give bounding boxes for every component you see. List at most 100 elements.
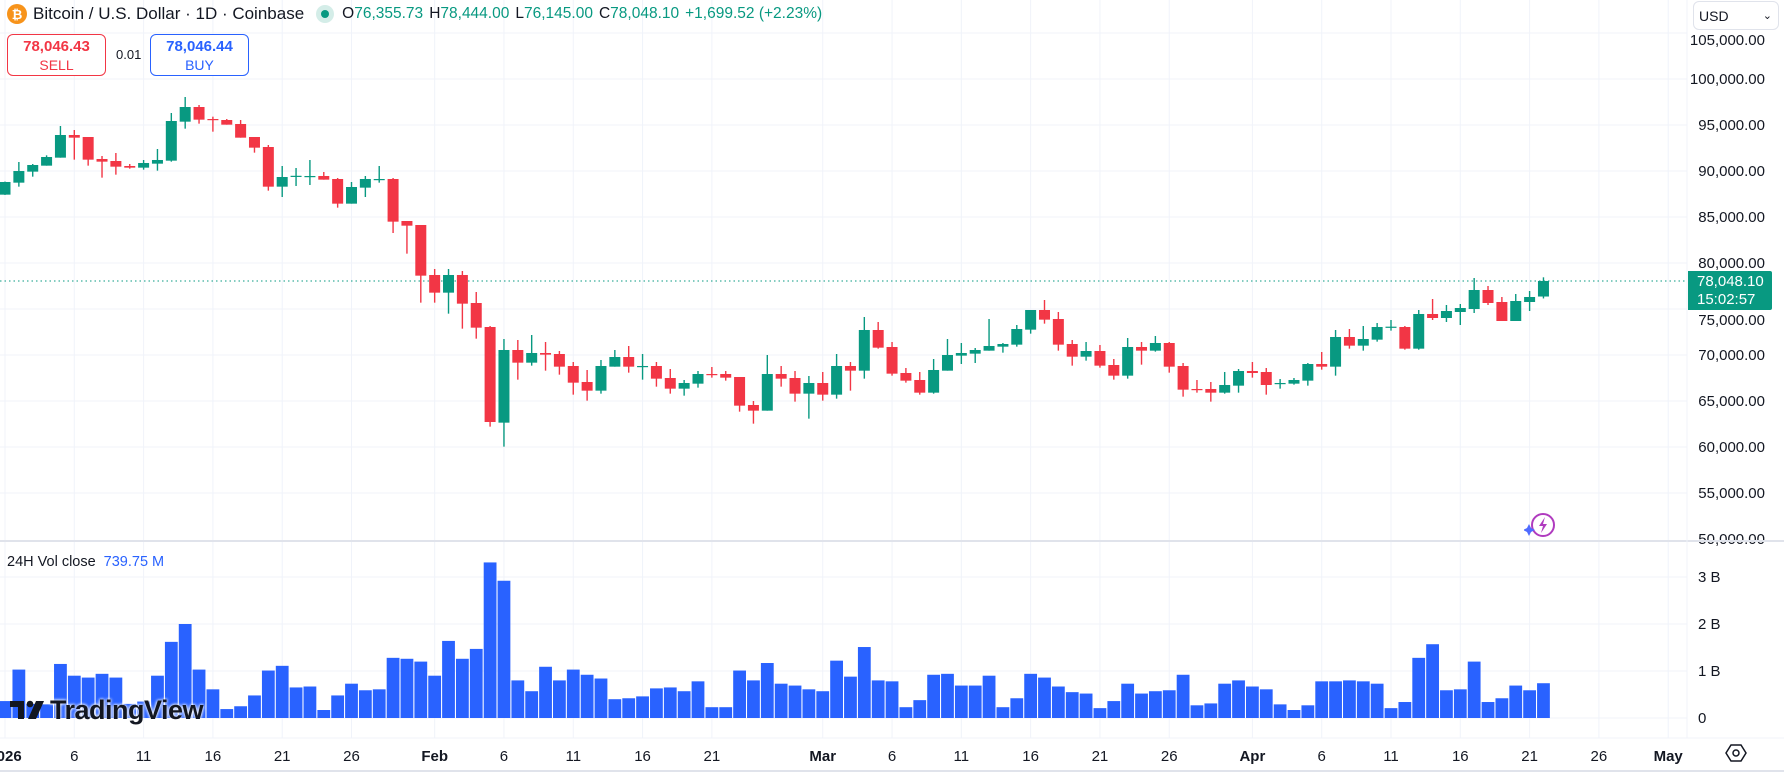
volume-bar [885,681,899,718]
candle-up [595,359,607,394]
candle-up [13,162,25,187]
volume-bar [1065,692,1079,718]
volume-bar [941,673,954,718]
candle-body [1094,350,1106,366]
volume-bar [331,695,345,718]
candle-down [1343,328,1355,349]
candle-up [290,168,302,186]
candle-down [387,178,399,233]
candle-body [692,373,704,384]
candle-down [235,120,247,138]
candle-down [1039,299,1050,324]
candle-down [332,178,344,208]
symbol-title[interactable]: Bitcoin / U.S. Dollar · 1D · Coinbase [33,4,305,23]
candle-body [540,352,552,355]
candle-down [68,130,80,160]
volume-bar [1509,685,1523,718]
volume-bar [525,691,539,718]
volume-bar [539,666,552,718]
candle-down [1177,362,1189,397]
volume-bar [1467,661,1481,718]
candle-body [498,349,510,423]
candle-up [1233,368,1245,393]
candle-body [1496,301,1508,321]
volume-bar [137,701,150,718]
candle-down [470,291,482,339]
candle-body [110,160,122,167]
candle-body [1454,307,1466,312]
volume-bar [54,663,67,718]
candle-body [1177,365,1189,390]
candle-body [290,175,302,177]
candle-down [720,370,732,381]
candle-up [304,159,316,185]
price-tick-label: 80,000.00 [1698,255,1765,272]
candle-body [1205,388,1217,393]
ohlc-close: C78,048.10 [598,5,680,22]
volume-bar [289,687,303,718]
time-tick-label: 11 [954,748,970,765]
volume-bar [220,709,234,718]
candle-body [470,302,482,328]
volume-bar [442,640,455,718]
candle-body [969,349,981,354]
tradingview-logo[interactable]: TradingView [10,695,204,725]
price-tick-label: 85,000.00 [1698,209,1765,226]
volume-bar [927,674,941,718]
candle-body [41,156,53,166]
time-tick-label: 11 [1383,748,1399,765]
candle-body [304,175,316,178]
volume-bar [802,689,816,718]
candle-body [332,178,344,204]
volume-bar [248,695,261,718]
volume-bar [81,677,95,718]
volume-bar [844,676,857,718]
volume-bar [1162,690,1176,718]
candle-body [1039,309,1050,320]
volume-bar [982,675,996,718]
volume-legend[interactable]: 24H Vol close 739.75 M [7,554,164,570]
volume-bar [109,677,123,718]
volume-label: 24H Vol close [7,554,96,570]
buy-button[interactable]: 78,046.44 BUY [150,34,249,76]
candle-body [1219,384,1231,393]
settings-icon[interactable] [1725,742,1747,764]
price-tick-label: 50,000.00 [1698,531,1765,548]
candle-body [124,165,136,168]
volume-bar [1051,686,1065,718]
candle-up [138,159,150,170]
time-tick-label: 6 [70,748,78,765]
candle-body [637,365,649,368]
volume-bar [871,680,885,718]
volume-bar [580,674,594,718]
volume-bar [1176,674,1190,718]
volume-bar [1218,683,1232,718]
candle-body [997,343,1009,347]
candle-up [983,319,995,351]
candle-body [1274,382,1286,385]
market-open-icon[interactable] [316,5,335,23]
candle-body [359,178,371,188]
sell-button[interactable]: 78,046.43 SELL [7,34,106,76]
candle-up [41,155,53,166]
volume-bar [414,661,428,718]
volume-bar [1232,680,1245,718]
candle-body [1246,370,1258,373]
candle-body [1191,388,1203,391]
volume-bar [234,706,248,718]
candle-down [886,342,898,376]
currency-select[interactable]: USD ⌄ [1693,1,1779,30]
volume-bar [1246,686,1259,718]
volume-bar [1315,681,1329,718]
lightning-icon[interactable] [1524,511,1558,541]
candle-body [429,274,441,293]
sell-price: 78,046.43 [23,38,90,55]
candle-up [858,316,870,379]
time-tick-label: Apr [1239,748,1265,765]
volume-bar [1010,698,1024,718]
candle-down [1427,298,1439,320]
candle-body [789,378,801,394]
candle-up [1524,290,1536,311]
volume-bar [1523,690,1536,718]
